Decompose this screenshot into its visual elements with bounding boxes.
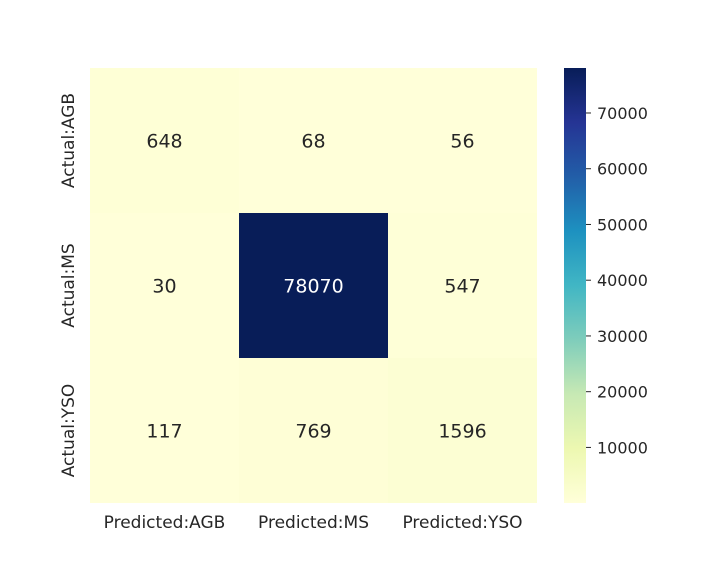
- heatmap-cell-label-r0-c1: 68: [301, 131, 325, 153]
- y-axis-tick-labels: Actual:AGB Actual:MS Actual:YSO: [59, 93, 79, 477]
- heatmap-cell-label-r2-c2: 1596: [438, 421, 486, 443]
- heatmap-cell-label-r0-c0: 648: [146, 131, 182, 153]
- heatmap-cell-label-r2-c0: 117: [146, 421, 182, 443]
- colorbar-ticks: 10000 20000 30000 40000 50000 60000 70000: [586, 104, 648, 457]
- colorbar: [564, 68, 586, 503]
- x-tick-label-1: Predicted:MS: [258, 513, 369, 533]
- heatmap-cell-r2-c2: [388, 358, 537, 503]
- heatmap-cells: [90, 68, 537, 503]
- heatmap-cell-label-r1-c0: 30: [152, 276, 176, 298]
- heatmap-cell-label-r0-c2: 56: [450, 131, 474, 153]
- colorbar-tick-label-4: 50000: [597, 215, 648, 234]
- heatmap-cell-labels: 648 68 56 30 78070 547 117 769 1596: [146, 131, 486, 443]
- x-axis-tick-labels: Predicted:AGB Predicted:MS Predicted:YSO: [104, 513, 523, 533]
- colorbar-tick-label-2: 30000: [597, 327, 648, 346]
- colorbar-tick-label-1: 20000: [597, 383, 648, 402]
- heatmap-cell-r1-c0: [90, 213, 239, 358]
- colorbar-tick-label-6: 70000: [597, 104, 648, 123]
- heatmap-cell-r0-c0: [90, 68, 239, 213]
- heatmap-cell-r2-c0: [90, 358, 239, 503]
- heatmap-cell-r2-c1: [239, 358, 388, 503]
- heatmap-cell-label-r1-c1: 78070: [283, 276, 343, 298]
- colorbar-tick-label-3: 40000: [597, 271, 648, 290]
- heatmap-cell-r0-c1: [239, 68, 388, 213]
- x-tick-label-2: Predicted:YSO: [402, 513, 522, 533]
- heatmap-cell-label-r1-c2: 547: [444, 276, 480, 298]
- heatmap-cell-r1-c2: [388, 213, 537, 358]
- y-tick-label-1: Actual:MS: [59, 243, 79, 327]
- colorbar-tick-label-0: 10000: [597, 438, 648, 457]
- heatmap-cell-label-r2-c1: 769: [295, 421, 331, 443]
- y-tick-label-2: Actual:YSO: [59, 384, 79, 478]
- colorbar-tick-label-5: 60000: [597, 160, 648, 179]
- x-tick-label-0: Predicted:AGB: [104, 513, 226, 533]
- heatmap-cell-r0-c2: [388, 68, 537, 213]
- y-tick-label-0: Actual:AGB: [59, 93, 79, 188]
- heatmap-cell-r1-c1: [239, 213, 388, 358]
